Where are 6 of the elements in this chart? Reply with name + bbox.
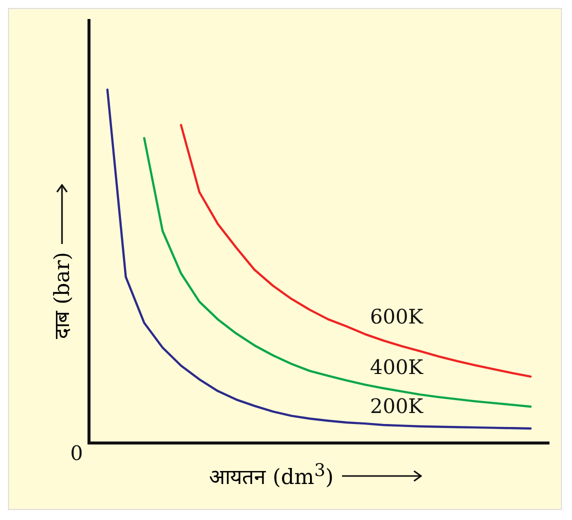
text: 0: [70, 441, 83, 466]
series-label: 200K: [370, 394, 424, 418]
y-axis-title: दाब (bar): [49, 252, 75, 339]
x-axis-title: आयतन (dm$^{3}$): [209, 461, 334, 490]
series-label: 600K: [370, 304, 424, 328]
series-label: 400K: [370, 354, 424, 379]
